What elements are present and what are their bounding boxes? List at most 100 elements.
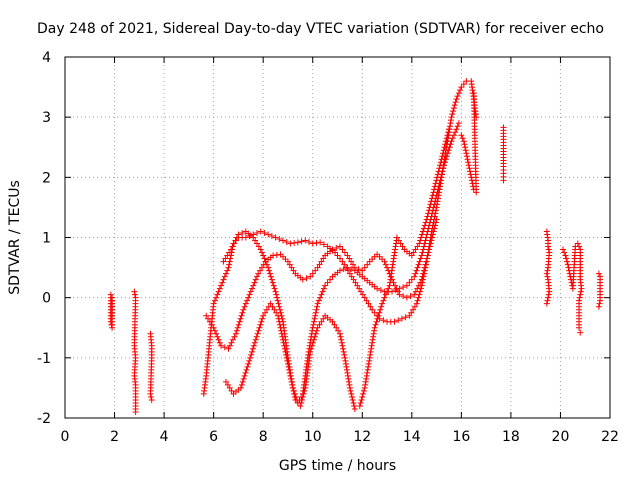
- data-point: [242, 300, 249, 307]
- data-point: [430, 228, 437, 235]
- data-point: [419, 231, 426, 238]
- data-point: [282, 348, 289, 355]
- data-point: [351, 264, 358, 271]
- data-point: [226, 384, 233, 391]
- data-point: [237, 315, 244, 322]
- data-point: [253, 333, 260, 340]
- grid: [65, 57, 610, 418]
- data-point: [311, 333, 318, 340]
- data-point: [467, 168, 474, 175]
- data-point: [283, 239, 290, 246]
- data-point: [313, 239, 320, 246]
- data-point: [440, 147, 447, 154]
- data-point: [260, 252, 267, 259]
- data-point: [313, 327, 320, 334]
- data-point: [424, 213, 431, 220]
- data-point: [316, 261, 323, 268]
- x-tick-label: 14: [403, 429, 421, 445]
- data-point: [253, 273, 260, 280]
- data-point: [239, 309, 246, 316]
- data-point: [450, 132, 457, 139]
- data-point: [419, 249, 426, 256]
- data-point: [344, 264, 351, 271]
- data-point: [543, 300, 550, 307]
- data-point: [380, 297, 387, 304]
- data-point: [261, 229, 268, 236]
- data-point: [235, 321, 242, 328]
- data-point: [450, 108, 457, 115]
- data-point: [433, 177, 440, 184]
- data-point: [415, 282, 422, 289]
- data-point: [272, 234, 279, 241]
- data-point: [417, 255, 424, 262]
- data-point: [317, 239, 324, 246]
- data-point: [259, 315, 266, 322]
- data-point: [148, 393, 155, 400]
- data-point: [426, 246, 433, 253]
- data-point: [414, 285, 421, 292]
- data-point: [336, 255, 343, 262]
- data-point: [432, 180, 439, 187]
- data-point: [421, 240, 428, 247]
- data-point: [283, 354, 290, 361]
- data-point: [452, 129, 459, 136]
- data-point: [203, 312, 210, 319]
- data-point: [450, 105, 457, 112]
- data-point: [220, 258, 227, 265]
- data-point: [346, 255, 353, 262]
- data-point: [340, 348, 347, 355]
- data-point: [424, 252, 431, 259]
- data-point: [416, 240, 423, 247]
- data-point: [408, 309, 415, 316]
- data-point: [393, 285, 400, 292]
- data-point: [309, 342, 316, 349]
- data-point: [425, 210, 432, 217]
- data-point: [412, 288, 419, 295]
- data-point: [349, 261, 356, 268]
- data-point: [460, 138, 467, 145]
- data-point: [229, 243, 236, 250]
- data-point: [457, 87, 464, 94]
- data-point: [427, 201, 434, 208]
- data-point: [455, 120, 462, 127]
- data-point: [339, 342, 346, 349]
- data-point: [234, 324, 241, 331]
- data-point: [577, 291, 584, 298]
- data-point: [229, 336, 236, 343]
- data-point: [564, 261, 571, 268]
- data-point: [341, 261, 348, 268]
- data-point: [286, 369, 293, 376]
- data-point: [418, 234, 425, 241]
- data-point: [441, 144, 448, 151]
- data-point: [414, 243, 421, 250]
- data-point: [417, 237, 424, 244]
- data-point: [346, 384, 353, 391]
- data-point: [336, 267, 343, 274]
- data-point: [360, 390, 367, 397]
- data-point: [453, 96, 460, 103]
- data-point: [576, 294, 583, 301]
- data-point: [260, 261, 267, 268]
- data-point: [279, 333, 286, 340]
- data-point: [433, 216, 440, 223]
- data-point: [411, 291, 418, 298]
- data-point: [454, 93, 461, 100]
- data-point: [447, 141, 454, 148]
- data-point: [261, 255, 268, 262]
- data-point: [273, 251, 280, 258]
- data-point: [576, 243, 583, 250]
- data-point: [265, 231, 272, 238]
- data-points: [107, 78, 604, 415]
- data-point: [269, 303, 276, 310]
- x-tick-label: 16: [452, 429, 470, 445]
- data-point: [423, 234, 430, 241]
- data-point: [275, 312, 282, 319]
- data-point: [213, 330, 220, 337]
- data-point: [384, 264, 391, 271]
- data-point: [314, 324, 321, 331]
- data-point: [371, 324, 378, 331]
- data-point: [339, 258, 346, 265]
- data-point: [434, 174, 441, 181]
- data-point: [255, 243, 262, 250]
- data-point: [258, 249, 265, 256]
